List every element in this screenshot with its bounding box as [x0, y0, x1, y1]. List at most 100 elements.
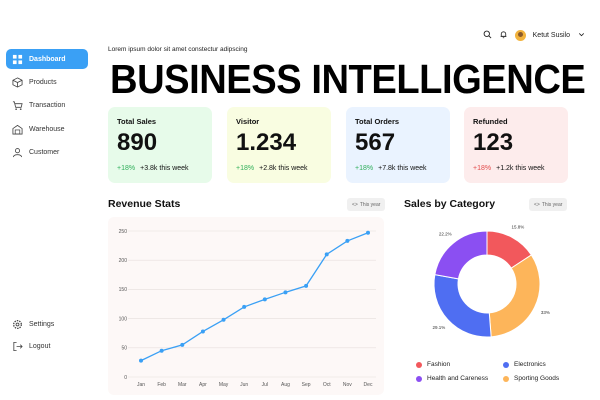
- revenue-point[interactable]: [345, 238, 350, 243]
- revenue-series-line: [140, 232, 369, 362]
- search-icon[interactable]: [483, 30, 492, 41]
- topbar: Ketut Susilo: [483, 26, 586, 44]
- legend-label: Health and Careness: [427, 375, 489, 382]
- x-tick-label: Jul: [262, 382, 268, 388]
- legend-label: Sporting Goods: [514, 375, 560, 382]
- sidebar: Dashboard Products Transaction Warehouse…: [0, 0, 96, 400]
- sidebar-item-products[interactable]: Products: [6, 72, 88, 92]
- donut-slice[interactable]: [434, 230, 488, 280]
- revenue-point[interactable]: [324, 252, 329, 257]
- card-percent: +18%: [473, 165, 492, 172]
- x-tick-label: Feb: [157, 382, 166, 388]
- stat-card-refunded: Refunded 123 +18% +1.2k this week: [464, 107, 568, 183]
- avatar[interactable]: [514, 29, 526, 41]
- revenue-point[interactable]: [262, 297, 267, 302]
- card-label: Total Sales: [117, 117, 157, 126]
- card-label: Visitor: [236, 117, 260, 126]
- revenue-point[interactable]: [242, 304, 247, 309]
- y-tick-label: 150: [119, 287, 128, 293]
- calendar-icon: <>: [352, 201, 358, 208]
- slice-label: 22.2%: [439, 232, 452, 237]
- sidebar-item-customer[interactable]: Customer: [6, 142, 88, 162]
- period-label: This year: [359, 201, 381, 208]
- stat-card-total-sales: Total Sales 890 +18% +3.8k this week: [108, 107, 212, 183]
- stat-card-visitor: Visitor 1.234 +18% +2.8k this week: [227, 107, 331, 183]
- sidebar-item-warehouse[interactable]: Warehouse: [6, 119, 88, 139]
- revenue-point[interactable]: [304, 283, 309, 288]
- calendar-icon: <>: [534, 201, 540, 208]
- category-period-select[interactable]: <> This year: [529, 198, 568, 211]
- y-tick-label: 50: [121, 346, 127, 352]
- bell-icon[interactable]: [499, 30, 508, 41]
- chevron-down-icon[interactable]: [577, 30, 586, 41]
- page-subtitle: Lorem ipsum dolor sit amet constectur ad…: [108, 46, 248, 53]
- legend-health: Health and Careness: [416, 375, 488, 382]
- revenue-point[interactable]: [366, 230, 370, 235]
- sidebar-item-dashboard[interactable]: Dashboard: [6, 49, 88, 69]
- sidebar-item-logout[interactable]: Logout: [6, 336, 88, 356]
- revenue-point[interactable]: [139, 358, 143, 363]
- category-donut-chart: 15.8% 33% 29.1% 22.2%: [432, 224, 550, 338]
- legend-swatch: [503, 361, 509, 368]
- x-tick-label: May: [219, 382, 229, 388]
- slice-label: 15.8%: [512, 224, 525, 229]
- revenue-point[interactable]: [180, 342, 185, 347]
- revenue-period-select[interactable]: <> This year: [347, 198, 386, 211]
- legend-swatch: [416, 361, 422, 368]
- card-value: 567: [355, 129, 396, 156]
- sidebar-item-label: Customer: [29, 148, 60, 156]
- user-icon: [12, 147, 23, 158]
- x-tick-label: Sep: [302, 382, 311, 388]
- warehouse-icon: [12, 124, 23, 135]
- x-tick-label: Aug: [281, 382, 290, 388]
- legend-label: Electronics: [514, 361, 546, 368]
- x-tick-label: Jan: [137, 382, 145, 388]
- revenue-chart-panel: 0 50 100 150 200 250 Jan Feb Mar Apr May Jun Jul Aug S…: [108, 217, 384, 395]
- x-tick-label: Apr: [199, 382, 207, 388]
- legend-label: Fashion: [427, 361, 451, 368]
- card-value: 1.234: [236, 129, 297, 156]
- sidebar-item-label: Products: [29, 78, 57, 86]
- user-name[interactable]: Ketut Susilo: [532, 31, 570, 39]
- sidebar-item-label: Logout: [29, 342, 51, 350]
- y-tick-label: 0: [124, 375, 127, 381]
- sidebar-item-transaction[interactable]: Transaction: [6, 95, 88, 115]
- card-label: Total Orders: [355, 117, 400, 126]
- legend-swatch: [503, 375, 509, 382]
- slice-label: 33%: [541, 310, 550, 315]
- x-tick-label: Dec: [364, 382, 373, 388]
- revenue-point[interactable]: [221, 317, 226, 322]
- donut-slice[interactable]: [488, 254, 541, 338]
- legend-fashion: Fashion: [416, 361, 450, 368]
- page-title: BUSINESS INTELLIGENCE: [110, 56, 586, 102]
- dashboard-icon: [12, 54, 23, 65]
- card-delta: +3.8k this week: [140, 165, 189, 172]
- revenue-line-chart: 0 50 100 150 200 250 Jan Feb Mar Apr May Jun Jul Aug S…: [119, 229, 376, 388]
- sidebar-item-label: Transaction: [29, 101, 66, 109]
- box-icon: [12, 76, 23, 88]
- card-value: 123: [473, 129, 514, 156]
- period-label: This year: [541, 201, 563, 208]
- x-tick-label: Mar: [178, 382, 187, 388]
- card-value: 890: [117, 129, 158, 156]
- card-percent: +18%: [117, 165, 136, 172]
- sidebar-item-settings[interactable]: Settings: [6, 314, 88, 334]
- logout-icon: [12, 341, 23, 352]
- card-percent: +18%: [236, 165, 255, 172]
- gear-icon: [12, 319, 23, 330]
- stat-card-total-orders: Total Orders 567 +18% +7.8k this week: [346, 107, 450, 183]
- legend-electronics: Electronics: [503, 361, 546, 368]
- revenue-point[interactable]: [159, 348, 164, 353]
- revenue-title: Revenue Stats: [108, 198, 181, 210]
- revenue-point[interactable]: [200, 329, 205, 334]
- x-tick-label: Nov: [343, 382, 352, 388]
- cart-icon: [12, 100, 23, 111]
- card-delta: +7.8k this week: [378, 165, 427, 172]
- card-delta: +1.2k this week: [496, 165, 545, 172]
- y-tick-label: 200: [119, 258, 128, 264]
- slice-label: 29.1%: [432, 325, 445, 330]
- y-tick-label: 100: [119, 316, 128, 322]
- legend-swatch: [416, 375, 422, 382]
- x-tick-label: Oct: [323, 382, 331, 388]
- revenue-point[interactable]: [283, 290, 288, 295]
